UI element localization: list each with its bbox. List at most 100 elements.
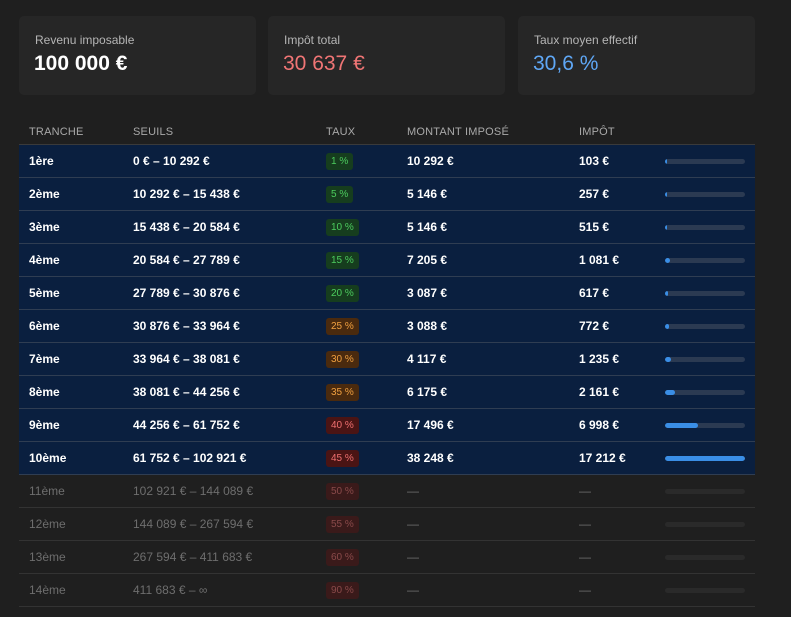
tranche-cell: 12ème — [29, 517, 66, 531]
header-montant: MONTANT IMPOSÉ — [407, 126, 510, 138]
impot-share-bar — [665, 522, 745, 527]
card-taux: Taux moyen effectif 30,6 % — [518, 16, 755, 95]
impot-share-bar — [665, 588, 745, 593]
rate-badge: 50 % — [326, 483, 359, 500]
impot-share-fill — [665, 324, 669, 329]
seuils-cell: 15 438 € – 20 584 € — [133, 220, 240, 234]
rate-badge: 10 % — [326, 219, 359, 236]
revenu-value: 100 000 € — [34, 52, 128, 75]
impot-share-bar — [665, 159, 745, 164]
tranche-cell: 9ème — [29, 418, 60, 432]
table-row: 13ème 267 594 € – 411 683 € 60 % — — — [19, 541, 755, 574]
montant-cell: 6 175 € — [407, 385, 448, 399]
seuils-cell: 411 683 € – ∞ — [133, 583, 208, 597]
rate-badge: 15 % — [326, 252, 359, 269]
impot-share-bar — [665, 258, 745, 263]
impot-cell: — — [579, 550, 591, 564]
rate-badge: 90 % — [326, 582, 359, 599]
table-row: 3ème 15 438 € – 20 584 € 10 % 5 146 € 515 € — [19, 211, 755, 244]
rate-badge: 60 % — [326, 549, 359, 566]
montant-cell: 3 087 € — [407, 286, 448, 300]
impot-share-bar — [665, 555, 745, 560]
impot-share-fill — [665, 456, 745, 461]
seuils-cell: 38 081 € – 44 256 € — [133, 385, 240, 399]
table-row: 14ème 411 683 € – ∞ 90 % — — — [19, 574, 755, 607]
table-row: 5ème 27 789 € – 30 876 € 20 % 3 087 € 617 € — [19, 277, 755, 310]
montant-cell: 4 117 € — [407, 352, 447, 366]
summary-cards: Revenu imposable 100 000 € Impôt total 3… — [19, 16, 756, 95]
taux-label: Taux moyen effectif — [534, 33, 638, 47]
impot-share-bar — [665, 456, 745, 461]
table-row: 12ème 144 089 € – 267 594 € 55 % — — — [19, 508, 755, 541]
montant-cell: 38 248 € — [407, 451, 454, 465]
impot-cell: 617 € — [579, 286, 610, 300]
table-row: 8ème 38 081 € – 44 256 € 35 % 6 175 € 2 161 … — [19, 376, 755, 409]
impot-cell: 515 € — [579, 220, 610, 234]
rate-badge: 25 % — [326, 318, 359, 335]
tranche-cell: 14ème — [29, 583, 66, 597]
table-row: 10ème 61 752 € – 102 921 € 45 % 38 248 € 17 … — [19, 442, 755, 475]
table-row: 6ème 30 876 € – 33 964 € 25 % 3 088 € 772 € — [19, 310, 755, 343]
seuils-cell: 33 964 € – 38 081 € — [133, 352, 240, 366]
seuils-cell: 267 594 € – 411 683 € — [133, 550, 253, 564]
seuils-cell: 44 256 € – 61 752 € — [133, 418, 240, 432]
table-row: 4ème 20 584 € – 27 789 € 15 % 7 205 € 1 081 … — [19, 244, 755, 277]
rate-badge: 5 % — [326, 186, 354, 203]
taux-value: 30,6 % — [533, 52, 599, 75]
impot-value: 30 637 € — [283, 52, 365, 75]
impot-share-fill — [665, 225, 668, 230]
impot-share-bar — [665, 291, 745, 296]
montant-cell: 3 088 € — [407, 319, 448, 333]
rate-badge: 30 % — [326, 351, 359, 368]
impot-cell: 257 € — [579, 187, 610, 201]
tranche-cell: 11ème — [29, 484, 65, 498]
header-seuils: SEUILS — [133, 126, 174, 138]
impot-share-fill — [665, 258, 671, 263]
card-impot: Impôt total 30 637 € — [268, 16, 505, 95]
impot-share-bar — [665, 324, 745, 329]
header-impot: IMPÔT — [579, 126, 615, 138]
rate-badge: 1 % — [326, 153, 354, 170]
impot-cell: 772 € — [579, 319, 610, 333]
tranche-cell: 7ème — [29, 352, 60, 366]
impot-share-bar — [665, 390, 745, 395]
impot-cell: 103 € — [579, 154, 610, 168]
table-row: 11ème 102 921 € – 144 089 € 50 % — — — [19, 475, 755, 508]
impot-share-bar — [665, 225, 745, 230]
impot-cell: 1 081 € — [579, 253, 620, 267]
header-tranche: TRANCHE — [29, 126, 84, 138]
seuils-cell: 27 789 € – 30 876 € — [133, 286, 240, 300]
impot-share-bar — [665, 423, 745, 428]
impot-cell: 1 235 € — [579, 352, 620, 366]
brackets-table: TRANCHE SEUILS TAUX MONTANT IMPOSÉ IMPÔT… — [19, 119, 755, 607]
tranche-cell: 5ème — [29, 286, 60, 300]
impot-share-fill — [665, 357, 671, 362]
table-body: 1ère 0 € – 10 292 € 1 % 10 292 € 103 € 2ème 10… — [19, 145, 755, 607]
impot-cell: — — [579, 517, 591, 531]
montant-cell: 17 496 € — [407, 418, 454, 432]
montant-cell: 10 292 € — [407, 154, 454, 168]
montant-cell: — — [407, 550, 419, 564]
seuils-cell: 0 € – 10 292 € — [133, 154, 210, 168]
revenu-label: Revenu imposable — [35, 33, 135, 47]
rate-badge: 45 % — [326, 450, 359, 467]
montant-cell: — — [407, 517, 419, 531]
impot-cell: 17 212 € — [579, 451, 626, 465]
table-row: 7ème 33 964 € – 38 081 € 30 % 4 117 € 1 235 … — [19, 343, 755, 376]
seuils-cell: 102 921 € – 144 089 € — [133, 484, 254, 498]
tranche-cell: 3ème — [29, 220, 60, 234]
table-header: TRANCHE SEUILS TAUX MONTANT IMPOSÉ IMPÔT — [19, 119, 755, 145]
card-revenu: Revenu imposable 100 000 € — [19, 16, 256, 95]
tranche-cell: 1ère — [29, 154, 54, 168]
montant-cell: — — [407, 583, 419, 597]
seuils-cell: 10 292 € – 15 438 € — [133, 187, 240, 201]
impot-share-bar — [665, 192, 745, 197]
seuils-cell: 20 584 € – 27 789 € — [133, 253, 240, 267]
montant-cell: 5 146 € — [407, 187, 448, 201]
impot-share-fill — [665, 291, 668, 296]
tranche-cell: 8ème — [29, 385, 60, 399]
seuils-cell: 144 089 € – 267 594 € — [133, 517, 254, 531]
impot-cell: 2 161 € — [579, 385, 620, 399]
seuils-cell: 61 752 € – 102 921 € — [133, 451, 247, 465]
montant-cell: 5 146 € — [407, 220, 448, 234]
